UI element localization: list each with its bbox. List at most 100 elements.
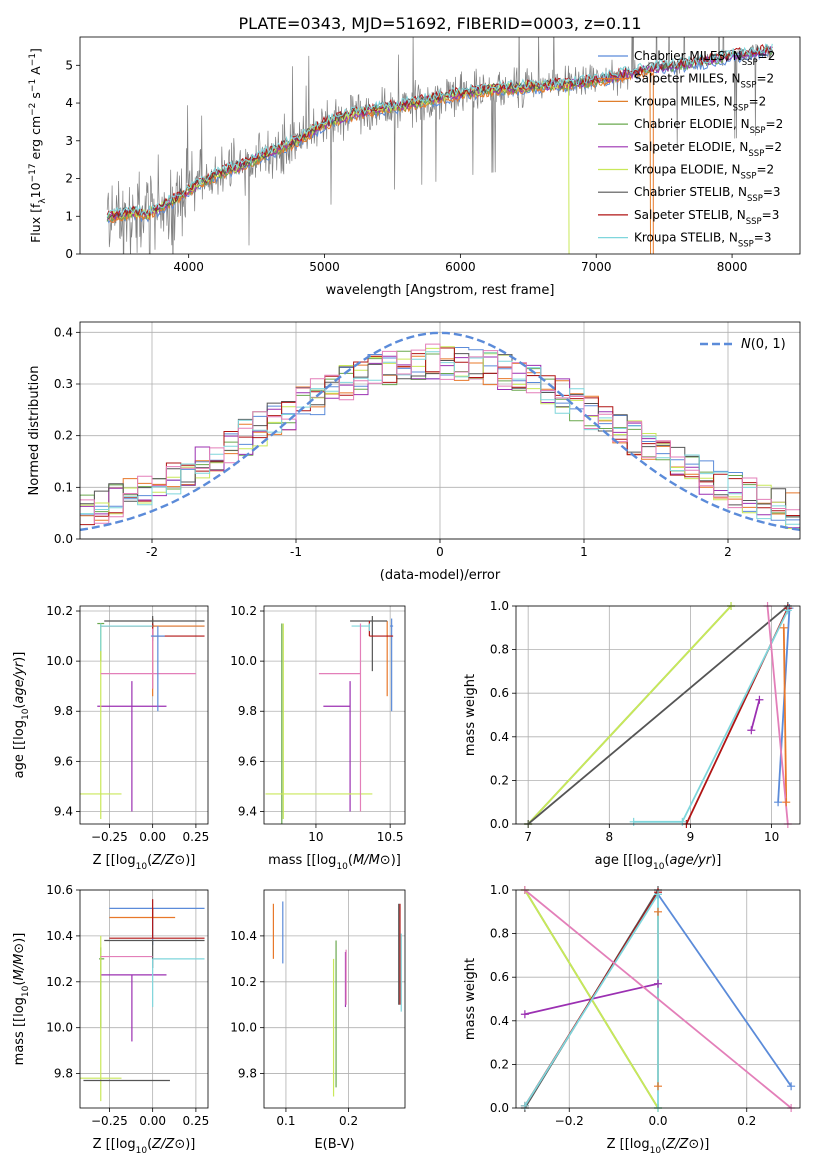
label-part: erg cm (28, 116, 43, 164)
x-tick-label: −0.25 (91, 1114, 128, 1128)
axes-frame (263, 605, 406, 825)
label-part: Kroupa MILES, N (634, 94, 733, 108)
model-spectrum (107, 68, 654, 254)
label-part: =2 (758, 49, 776, 63)
label-part: Chabrier MILES, N (634, 49, 742, 63)
x-axis-label: (data-model)/error (380, 568, 501, 583)
label-part: 10 (136, 1146, 148, 1156)
y-tick-label: 0.4 (490, 1014, 509, 1028)
y-tick-label: 0.4 (490, 730, 509, 744)
x-tick-label: -1 (290, 545, 302, 559)
y-tick-label: 3 (65, 134, 73, 148)
label-part: A (28, 66, 43, 79)
label-part: )] (391, 853, 401, 868)
plot-area (80, 899, 205, 1102)
plot-area (80, 331, 800, 532)
label-part: Chabrier STELIB, N (634, 185, 747, 199)
weight-marker (747, 726, 756, 735)
label-part: Chabrier ELODIE, N (634, 117, 750, 131)
weight-marker (654, 907, 662, 916)
y-tick-label: 9.6 (54, 754, 73, 768)
legend-label: N(0, 1) (741, 337, 786, 352)
y-tick-label: 0.2 (54, 429, 73, 443)
label-part: ( (12, 981, 27, 986)
axes-frame (79, 889, 209, 1109)
histogram-step (80, 343, 800, 524)
label-part: ] (28, 48, 43, 53)
x-axis-label: Z [[log10(Z/Z⊙)] (93, 853, 196, 872)
y-tick-label: 0.2 (490, 1057, 509, 1071)
x-tick-label: 6000 (445, 260, 476, 274)
weight-line (527, 606, 789, 824)
x-axis-label: wavelength [Angstrom, rest frame] (326, 283, 555, 298)
plot-area (524, 890, 792, 1108)
label-part: (0, 1) (751, 337, 786, 352)
y-tick-label: 0 (65, 247, 73, 261)
x-tick-label: 0.2 (339, 1114, 358, 1128)
y-tick-label: 0.0 (54, 532, 73, 546)
y-tick-label: 5 (65, 58, 73, 72)
label-part: −1 (28, 53, 38, 66)
x-tick-label: 0.0 (648, 1114, 667, 1128)
y-tick-label: 0.4 (54, 325, 73, 339)
weight-marker (654, 1082, 662, 1091)
weight-marker (782, 798, 791, 807)
label-part: −2 (28, 103, 38, 116)
axes-frame (79, 321, 801, 540)
x-tick-label: 9 (687, 830, 695, 844)
grid (264, 606, 405, 824)
label-part: ( (664, 853, 669, 868)
y-axis-label: Flux [fλ10−17 erg cm−2 s−1 A−1] (28, 48, 48, 243)
label-part: SSP (738, 240, 754, 250)
x-axis-label: Z [[log10(Z/Z⊙)] (93, 1137, 196, 1156)
label-part: mass [[log (12, 997, 27, 1065)
x-tick-label: 0.2 (737, 1114, 756, 1128)
axes-residuals: -2 -1 0 1 2 0.0 0.1 0.2 0.3 0.4 (data-model)/error… (27, 321, 801, 583)
x-tick-label: 1 (580, 545, 588, 559)
legend: N(0, 1) (700, 337, 786, 352)
label-part: SSP (748, 149, 764, 159)
y-tick-label: 0.6 (490, 970, 509, 984)
label-part: λ (38, 198, 48, 204)
y-tick-label: 10.6 (46, 883, 73, 897)
weight-marker (654, 890, 662, 899)
x-axis-label: Z [[log10(Z/Z⊙)] (607, 1137, 710, 1156)
x-tick-label: 10 (308, 830, 323, 844)
legend-label: Chabrier MILES, NSSP=2 (634, 49, 775, 68)
x-tick-label: 0.1 (276, 1114, 295, 1128)
weight-marker (678, 817, 687, 826)
label-part: ( (661, 1137, 666, 1152)
weight-line (527, 606, 732, 824)
label-part: Salpeter MILES, N (634, 72, 741, 86)
y-tick-label: 0.3 (54, 377, 73, 391)
label-part: −17 (28, 163, 38, 182)
model-spectrum (106, 43, 773, 218)
model-spectrum (106, 78, 570, 254)
x-tick-label: -2 (146, 545, 158, 559)
x-tick-label: 10.5 (377, 830, 404, 844)
y-tick-label: 9.4 (54, 804, 73, 818)
label-part: ( (147, 1137, 152, 1152)
label-part: )] (12, 652, 27, 662)
x-axis-label: mass [[log10(M/M⊙)] (268, 853, 401, 872)
label-part: =2 (756, 72, 774, 86)
label-part: SSP (742, 58, 758, 68)
plot-area (272, 901, 402, 1097)
model-spectrum (106, 44, 773, 219)
plot-area (80, 616, 205, 819)
label-part: Z [[log (93, 853, 136, 868)
label-part: Z [[log (93, 1137, 136, 1152)
axes-frame (515, 889, 801, 1109)
label-part: age [[log (12, 720, 27, 778)
weight-line (750, 699, 761, 731)
label-part: Salpeter STELIB, N (634, 208, 746, 222)
label-part: s (28, 92, 43, 103)
weight-line (766, 606, 789, 824)
label-part: )] (185, 1137, 195, 1152)
y-tick-label: 0.8 (490, 643, 509, 657)
legend-label: Kroupa MILES, NSSP=2 (634, 94, 766, 113)
weight-marker (520, 1010, 529, 1019)
y-axis-label: mass [[log10(M/M⊙)] (12, 933, 31, 1066)
axes-frame (263, 889, 406, 1109)
